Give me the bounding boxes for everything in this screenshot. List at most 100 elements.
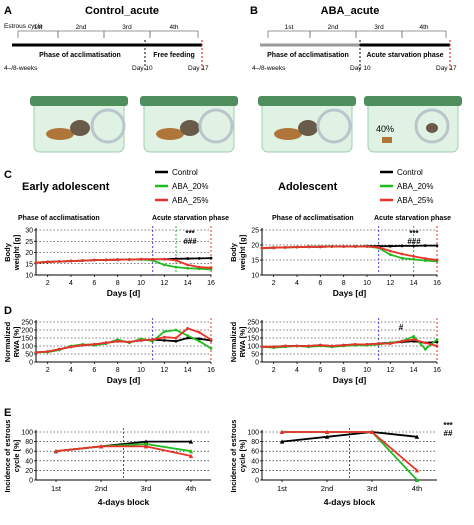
c-left-xtick-label: 8 xyxy=(116,280,120,287)
d-right-point-aba25 xyxy=(388,342,392,345)
c-right-series-aba20 xyxy=(261,245,438,263)
d-left-point-aba25 xyxy=(186,327,190,330)
e-left-ytick-label: 40 xyxy=(25,458,33,465)
e-right-point-aba25 xyxy=(324,429,330,434)
d-right-point-aba25 xyxy=(272,345,276,349)
c-right-ylabel-line: weight [g] xyxy=(238,234,247,271)
e-left-xtick-label: 2nd xyxy=(95,484,108,493)
start-label-b: 4–/8-weeks xyxy=(252,65,286,72)
c-right-xtick-label: 2 xyxy=(272,280,276,287)
c-left-point-aba25 xyxy=(151,257,155,261)
d-right-point-aba25 xyxy=(353,343,357,346)
e-left-ylabel-line: cycle [%] xyxy=(12,439,21,472)
chart-c-right: 10 15 20 25 2 4 6 8 10 12 14 16 Days [d] Bodyweight [… xyxy=(229,226,441,298)
e-right-ytick-label: 0 xyxy=(255,478,259,485)
d-left-point-control xyxy=(174,339,178,343)
e-left-series-aba20 xyxy=(55,443,192,453)
c-right-point-aba25 xyxy=(353,245,357,248)
d-left-series-aba25 xyxy=(35,327,212,354)
d-right-point-aba25 xyxy=(260,345,264,349)
c-left-annotation: *** xyxy=(185,229,195,238)
c-right-xtick-label: 4 xyxy=(295,280,299,287)
cage-illustration-b1 xyxy=(258,96,356,153)
e-right-ylabel-line: cycle [%] xyxy=(238,439,247,472)
d-left-point-aba25 xyxy=(116,339,120,343)
e-left-ytick-label: 100 xyxy=(21,430,33,437)
panel-letter-d: D xyxy=(4,305,12,317)
e-right-series-control xyxy=(281,431,418,443)
d-left-ytick-label: 100 xyxy=(21,344,33,351)
cycle-brackets-a xyxy=(17,30,199,38)
e-right-xtick-label: 3rd xyxy=(367,484,378,493)
c-right-point-control xyxy=(412,244,416,248)
c-left-xtick-label: 4 xyxy=(69,280,73,287)
e-right-ytick-label: 100 xyxy=(247,430,259,437)
c-right-ylabel-line: Body xyxy=(229,242,238,262)
c-right-point-aba25 xyxy=(365,245,369,248)
d-left-ytick-label: 50 xyxy=(25,352,33,359)
c-left-ytick-label: 25 xyxy=(25,239,33,246)
d-left-point-control xyxy=(197,337,201,341)
c-right-xtick-label: 6 xyxy=(318,280,322,287)
e-right-xlabel: 4-days block xyxy=(324,497,376,507)
e-right-point-aba25 xyxy=(279,429,285,434)
day17-label-a: Day 17 xyxy=(188,65,209,72)
e-left-ytick-label: 80 xyxy=(25,439,33,446)
panel-a-title: Control_acute xyxy=(85,5,159,17)
d-left-xtick-label: 10 xyxy=(137,367,145,374)
panel-letter-b: B xyxy=(250,5,258,17)
d-left-point-aba25 xyxy=(197,331,201,334)
c-left-point-control xyxy=(197,256,201,260)
d-left-xtick-label: 8 xyxy=(116,367,120,374)
panel-letter-a: A xyxy=(4,5,12,17)
c-right-xtick-label: 14 xyxy=(410,280,418,287)
c-right-point-aba25 xyxy=(318,245,322,249)
d-left-ylabel: NormalizedRWA [%] xyxy=(3,321,21,362)
e-right-point-control xyxy=(279,439,285,444)
c-right-ytick-label: 15 xyxy=(251,258,259,265)
c-left-annotation: ### xyxy=(183,237,197,246)
d-left-point-aba25 xyxy=(209,338,213,341)
d-right-point-aba25 xyxy=(295,344,299,348)
c-left-ytick-label: 20 xyxy=(25,250,33,257)
e-left-ylabel-line: Incidence of estrous xyxy=(3,420,12,493)
panel-a: A Control_acute Estrous cycle 1st 2nd 3r… xyxy=(4,5,238,153)
estrous-cycle-label-text: Estrous cycle xyxy=(4,23,43,30)
e-left-xtick-label: 4th xyxy=(186,484,196,493)
e-left-ytick-label: 60 xyxy=(25,449,33,456)
d-right-ytick-label: 150 xyxy=(247,336,259,343)
c-right-point-aba25 xyxy=(388,249,392,253)
d-left-xtick-label: 12 xyxy=(160,367,168,374)
c-left-point-aba25 xyxy=(186,263,190,267)
e-right-point-aba25 xyxy=(414,468,420,473)
c-right-point-aba25 xyxy=(412,255,416,258)
d-right-ylabel: NormalizedRWA [%] xyxy=(229,321,247,362)
d-right-series-aba25 xyxy=(262,338,438,348)
phase1-label-a-text: Phase of acclimatisation xyxy=(39,52,121,59)
e-left-ytick-label: 0 xyxy=(29,478,33,485)
d-left-point-aba25 xyxy=(81,343,85,347)
e-right-xtick-label: 2nd xyxy=(321,484,334,493)
chart-c-left: 10 15 20 25 30 2 4 6 8 10 12 14 16 Days [d] Bodyweight… xyxy=(3,226,215,298)
phase-label-acclim-right: Phase of acclimatisation xyxy=(272,215,354,222)
c-left-ytick-label: 15 xyxy=(25,261,33,268)
e-left-series-aba25 xyxy=(55,445,192,457)
chart-e-left: 0 20 40 60 80 100 1st 2nd 3rd 4th 4-days block Inci… xyxy=(3,420,211,507)
c-right-point-aba20 xyxy=(400,256,404,260)
c-left-point-aba25 xyxy=(34,261,38,265)
c-right-annotation: ### xyxy=(407,237,421,246)
c-left-xtick-label: 6 xyxy=(92,280,96,287)
d-right-point-aba25 xyxy=(330,344,334,348)
phase-label-starv-left: Acute starvation phase xyxy=(152,215,229,222)
c-right-xtick-label: 12 xyxy=(386,280,394,287)
legend-left: Control ABA_20% ABA_25% xyxy=(155,168,208,205)
e-right-series-aba25 xyxy=(282,431,418,472)
c-left-ylabel-line: weight [g] xyxy=(12,234,21,271)
e-left-xtick-label: 3rd xyxy=(141,484,152,493)
panel-letter-e: E xyxy=(4,407,11,419)
c-right-series-aba25 xyxy=(261,245,438,261)
c-right-annotation: *** xyxy=(409,229,419,238)
panel-b: B ABA_acute 1st 2nd 3rd 4th Phase of acc… xyxy=(250,5,462,153)
e-left-xlabel: 4-days block xyxy=(98,497,150,507)
